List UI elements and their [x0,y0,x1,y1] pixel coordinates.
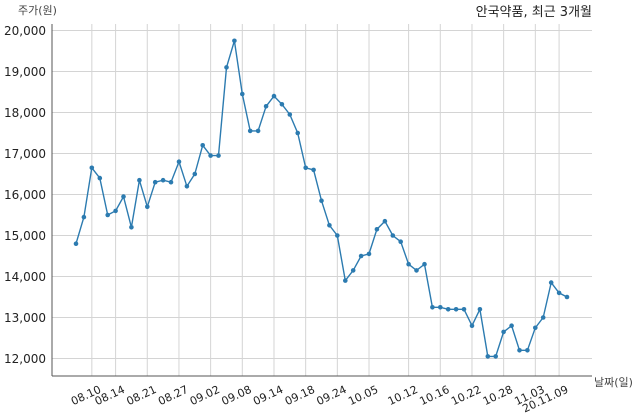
grid [52,24,592,376]
data-point [240,91,245,97]
data-point [461,307,467,312]
x-tick-label: 09.18 [283,383,317,408]
data-point [160,177,166,183]
data-point [176,159,182,164]
y-axis-label: 주가(원) [18,4,57,17]
data-point [540,315,546,320]
data-point [208,153,213,158]
y-tick-label: 18,000 [4,106,46,120]
data-point [493,354,499,359]
x-tick-label: 10.28 [481,383,515,408]
data-point [113,208,118,214]
x-tick-label: 09.08 [220,383,254,408]
x-tick-label: 08.27 [156,383,190,408]
x-axis-ticks: 08.1008.1408.2108.2709.0209.0809.1409.18… [69,383,570,414]
x-tick-label: 09.14 [251,383,285,408]
data-point [184,184,190,189]
data-point [232,38,237,44]
y-tick-label: 13,000 [4,311,46,325]
data-point [89,165,95,171]
axes [51,24,592,377]
data-point [445,307,451,312]
x-axis-label: 날짜(일) [594,375,633,389]
x-tick-label: 10.05 [346,383,380,408]
data-point [438,305,443,310]
data-point [430,305,435,310]
x-tick-label: 08.21 [124,383,158,408]
data-point [382,218,388,224]
y-tick-label: 14,000 [4,270,46,284]
y-tick-label: 20,000 [4,24,46,38]
data-point [137,177,142,183]
data-point [152,179,158,185]
data-point [121,194,126,199]
data-point [477,307,483,312]
data-point [374,227,380,232]
data-point [358,253,364,259]
data-point [366,251,372,257]
x-tick-label: 09.02 [188,383,222,408]
y-tick-label: 15,000 [4,229,46,243]
y-tick-label: 12,000 [4,352,46,366]
data-point [263,104,269,109]
x-tick-label: 10.12 [386,383,420,408]
data-point [129,225,134,230]
price-points [73,38,570,359]
data-point [398,239,404,244]
y-tick-label: 17,000 [4,147,46,161]
data-point [485,354,491,359]
data-point [390,233,396,238]
data-point [414,268,419,273]
data-point [319,198,324,203]
data-point [73,241,79,246]
data-point [311,167,316,173]
data-point [81,214,87,220]
data-point [453,307,459,312]
data-point [422,261,427,267]
data-point [548,280,554,285]
y-axis-ticks: 12,000 13,000 14,000 15,000 16,000 17,000 18,0… [4,24,46,366]
data-point [564,294,570,300]
data-point [216,153,221,158]
data-point [406,261,411,267]
data-point [533,325,538,331]
data-point [327,223,332,228]
data-point [279,102,285,107]
data-point [105,212,110,218]
x-tick-label: 10.22 [449,383,483,408]
y-tick-label: 16,000 [4,188,46,202]
data-point [509,323,514,329]
chart-title: 안국약품, 최근 3개월 [476,5,592,20]
data-point [556,290,562,296]
data-point [501,329,506,335]
data-point [303,165,309,171]
data-point [295,130,301,136]
data-point [469,323,475,329]
data-point [517,348,522,353]
x-tick-label: 10.16 [418,383,452,408]
data-point [287,112,293,117]
data-point [343,278,348,283]
data-point [255,128,261,134]
data-point [350,268,356,273]
y-tick-label: 19,000 [4,65,46,79]
data-point [168,179,174,185]
data-point [192,171,198,177]
x-tick-label: 09.24 [315,383,349,408]
data-point [525,348,530,353]
data-point [224,65,229,70]
data-point [271,93,277,99]
data-point [145,204,150,210]
data-point [97,175,103,181]
data-point [200,143,205,148]
data-point [335,233,340,238]
data-point [247,128,253,134]
